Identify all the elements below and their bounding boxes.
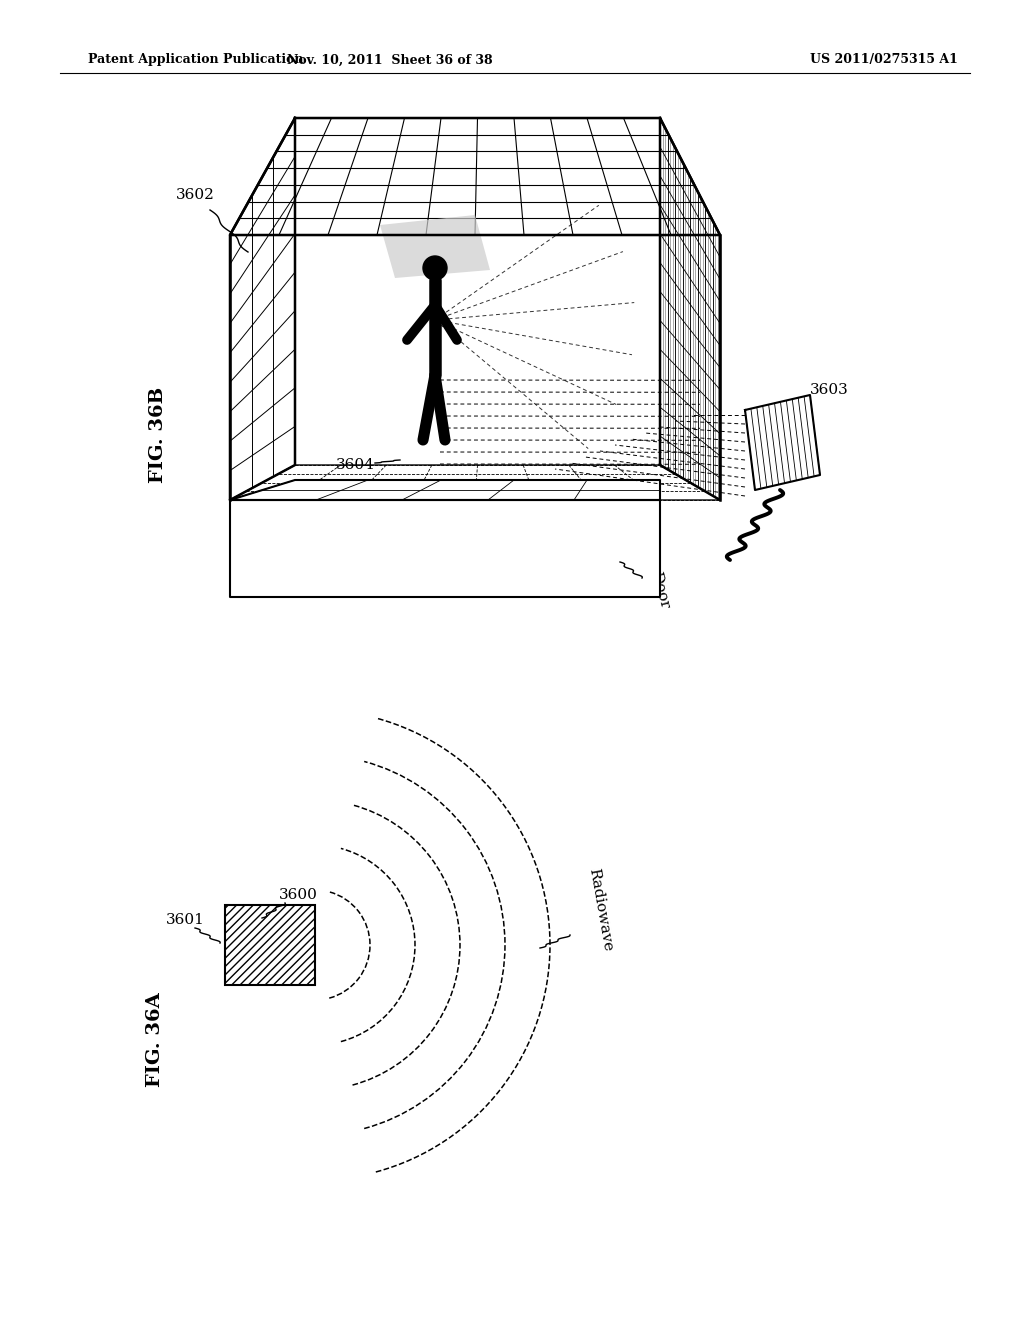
Text: FIG. 36A: FIG. 36A <box>146 993 164 1088</box>
Text: Nov. 10, 2011  Sheet 36 of 38: Nov. 10, 2011 Sheet 36 of 38 <box>287 54 493 66</box>
Text: FIG. 36B: FIG. 36B <box>150 387 167 483</box>
Text: Door: Door <box>648 570 672 610</box>
Text: Radiowave: Radiowave <box>586 867 614 953</box>
Polygon shape <box>660 117 720 500</box>
Polygon shape <box>230 480 660 500</box>
Text: 3601: 3601 <box>166 913 205 927</box>
Bar <box>225 906 315 985</box>
Polygon shape <box>745 395 820 490</box>
Polygon shape <box>380 215 490 279</box>
Text: 3602: 3602 <box>175 187 214 202</box>
Text: 3600: 3600 <box>279 888 317 902</box>
Text: 3604: 3604 <box>336 458 375 473</box>
Polygon shape <box>230 500 660 597</box>
Text: 3603: 3603 <box>810 383 849 397</box>
Text: US 2011/0275315 A1: US 2011/0275315 A1 <box>810 54 957 66</box>
Polygon shape <box>230 465 720 500</box>
Polygon shape <box>230 117 295 500</box>
Text: Patent Application Publication: Patent Application Publication <box>88 54 303 66</box>
Circle shape <box>423 256 447 280</box>
Polygon shape <box>230 117 720 235</box>
Bar <box>225 906 315 985</box>
